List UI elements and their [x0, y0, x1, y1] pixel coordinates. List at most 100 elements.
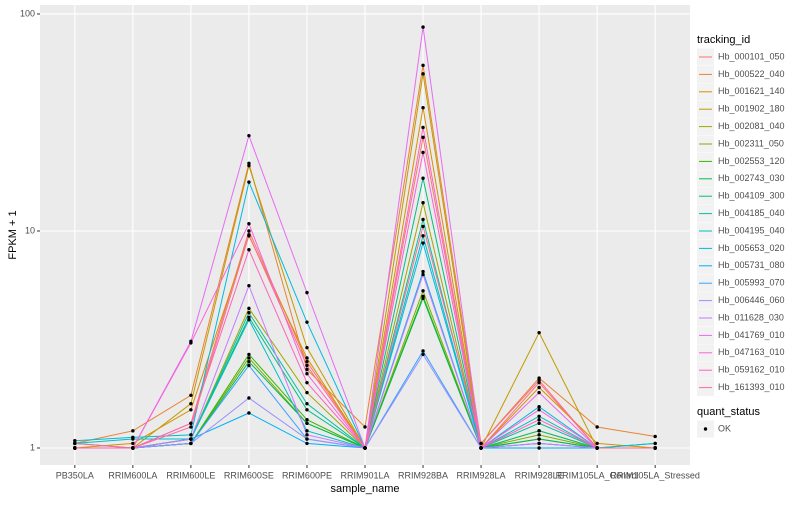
data-point	[537, 405, 541, 409]
data-point	[421, 272, 425, 277]
data-point	[247, 247, 251, 252]
legend-label: Hb_000522_040	[718, 69, 785, 79]
legend-label: OK	[718, 423, 731, 433]
data-point	[131, 435, 135, 440]
data-point	[537, 421, 541, 425]
data-point	[421, 150, 425, 155]
data-point	[421, 349, 425, 353]
data-point	[421, 105, 425, 110]
data-point	[247, 363, 251, 368]
data-point	[363, 425, 367, 429]
data-point	[537, 408, 541, 412]
y-axis-title: FPKM + 1	[7, 210, 19, 259]
data-point	[247, 229, 251, 233]
data-point	[305, 418, 309, 422]
data-point	[247, 133, 251, 138]
data-point	[247, 161, 251, 166]
legend-label: Hb_006446_060	[718, 295, 785, 305]
data-point	[131, 441, 135, 446]
data-point	[305, 429, 309, 433]
x-tick-label: RRIM105LA_Stressed	[610, 470, 700, 480]
legend-label: Hb_002081_040	[718, 121, 785, 131]
data-point	[421, 176, 425, 180]
y-tick-label: 100	[20, 8, 35, 18]
y-tick-label: 10	[25, 225, 35, 235]
x-tick-label: RRIM600PE	[282, 470, 332, 480]
data-point	[247, 352, 251, 357]
data-point	[247, 233, 251, 237]
data-point	[537, 437, 541, 441]
data-point	[305, 320, 309, 324]
legend-label: Hb_059162_010	[718, 365, 785, 375]
data-point	[421, 217, 425, 222]
legend-label: Hb_047163_010	[718, 347, 785, 357]
x-tick-label: RRIM928BA	[398, 470, 448, 480]
legend-label: Hb_000101_050	[718, 51, 785, 61]
data-point	[305, 441, 309, 446]
data-point	[305, 371, 309, 376]
data-point	[189, 437, 193, 441]
data-point	[305, 290, 309, 295]
x-tick-label: RRIM600LE	[166, 470, 215, 480]
data-point	[305, 359, 309, 364]
data-point	[247, 411, 251, 415]
data-point	[305, 363, 309, 368]
data-point	[247, 359, 251, 364]
legend-label: Hb_041769_010	[718, 330, 785, 340]
data-point	[421, 224, 425, 229]
data-point	[595, 441, 599, 446]
data-point	[421, 72, 425, 76]
data-point	[421, 63, 425, 68]
data-point	[305, 437, 309, 441]
data-point	[189, 408, 193, 412]
data-point	[305, 408, 309, 412]
data-point	[247, 356, 251, 360]
x-tick-label: RRIM928LE	[515, 470, 564, 480]
data-point	[363, 446, 367, 450]
data-point	[421, 241, 425, 245]
data-point	[305, 356, 309, 360]
data-point	[537, 441, 541, 446]
legend-label: Hb_161393_010	[718, 382, 785, 392]
legend-title: quant_status	[697, 406, 760, 418]
data-point	[421, 125, 425, 130]
data-point	[421, 201, 425, 205]
data-point	[189, 393, 193, 397]
data-point	[305, 390, 309, 395]
data-point	[421, 25, 425, 29]
x-tick-label: RRIM901LA	[340, 470, 389, 480]
data-point	[247, 311, 251, 315]
data-point	[247, 222, 251, 226]
data-point	[479, 441, 483, 446]
legend-label: Hb_002743_030	[718, 173, 785, 183]
data-point	[247, 318, 251, 322]
data-point	[653, 446, 657, 450]
data-point	[73, 439, 77, 443]
data-point	[247, 180, 251, 184]
data-point	[537, 380, 541, 385]
x-tick-label: RRIM600SE	[224, 470, 274, 480]
data-point	[595, 425, 599, 429]
data-point	[537, 330, 541, 335]
x-tick-label: RRIM600LA	[108, 470, 157, 480]
data-point	[305, 367, 309, 372]
data-point	[537, 429, 541, 433]
data-point	[653, 441, 657, 446]
legend-label: Hb_002553_120	[718, 156, 785, 166]
data-point	[479, 446, 483, 450]
data-point	[421, 234, 425, 238]
data-point	[537, 414, 541, 418]
data-point	[305, 402, 309, 406]
data-point	[189, 433, 193, 437]
data-point	[305, 421, 309, 425]
legend-label: Hb_005731_080	[718, 260, 785, 270]
data-point	[421, 289, 425, 293]
data-point	[247, 396, 251, 400]
data-point	[189, 441, 193, 446]
data-point	[537, 433, 541, 437]
legend-label: Hb_004195_040	[718, 225, 785, 235]
data-point	[305, 380, 309, 385]
x-tick-label: PB350LA	[56, 470, 94, 480]
